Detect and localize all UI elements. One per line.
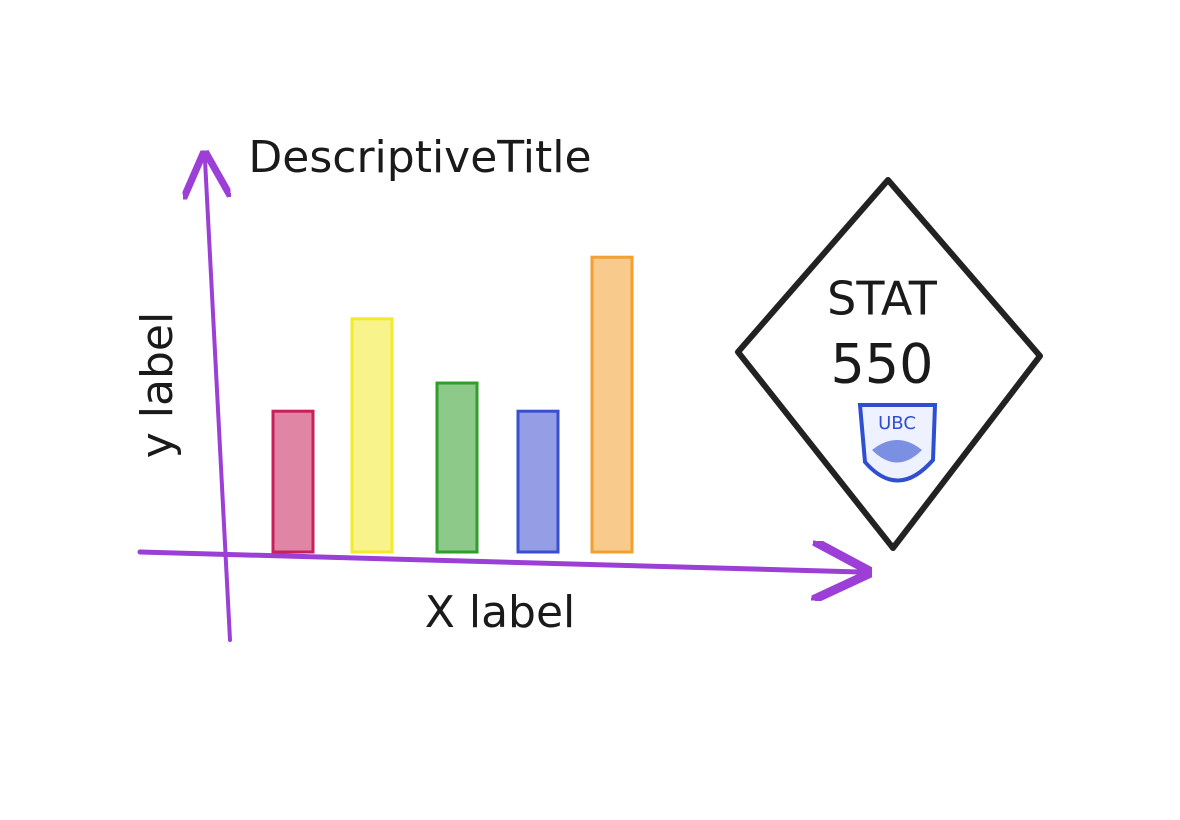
bar xyxy=(590,255,634,554)
x-axis-label: X label xyxy=(425,587,576,638)
bar xyxy=(435,381,479,554)
bar xyxy=(516,409,560,554)
bar xyxy=(271,409,315,554)
y-axis xyxy=(205,160,232,642)
bars xyxy=(271,255,634,554)
bar xyxy=(350,317,394,554)
x-axis xyxy=(137,552,860,572)
logo-badge: UBC xyxy=(878,413,916,434)
logo-diamond xyxy=(735,177,1043,551)
y-axis-label: y label xyxy=(132,312,183,458)
logo-line2: 550 xyxy=(830,333,933,396)
logo: STAT 550 UBC xyxy=(735,177,1043,551)
chart-title: DescriptiveTitle xyxy=(248,132,591,183)
logo-line1: STAT xyxy=(827,272,938,326)
logo-emblem xyxy=(872,440,922,463)
